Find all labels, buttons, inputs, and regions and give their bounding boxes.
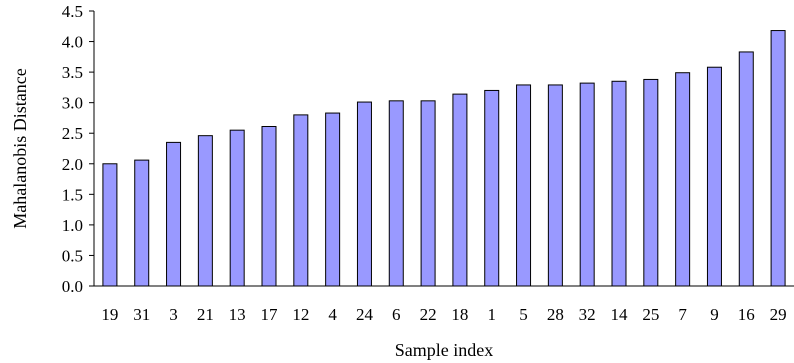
x-tick-label: 22 — [420, 305, 437, 324]
x-tick-label: 13 — [229, 305, 246, 324]
y-axis-title: Mahalanobis Distance — [10, 68, 30, 228]
y-tick-label: 3.0 — [62, 94, 83, 113]
y-tick-label: 3.5 — [62, 63, 83, 82]
x-tick-label: 24 — [356, 305, 374, 324]
x-tick-label: 32 — [579, 305, 596, 324]
bar-sample-12 — [293, 114, 309, 287]
x-axis-ticks: 19 31 3 21 13 17 12 4 24 6 22 18 1 5 28 32 14 25 7 9 16 29 — [101, 305, 786, 324]
x-axis-title: Sample index — [395, 340, 493, 360]
x-tick-label: 29 — [770, 305, 787, 324]
x-tick-label: 9 — [710, 305, 719, 324]
bar-sample-25 — [643, 78, 659, 287]
y-tick-label: 2.0 — [62, 155, 83, 174]
bar-sample-28 — [547, 84, 563, 287]
bar-sample-22 — [420, 100, 436, 287]
bar-sample-29 — [770, 30, 786, 287]
x-tick-label: 3 — [169, 305, 178, 324]
x-tick-label: 7 — [678, 305, 687, 324]
bar-sample-9 — [706, 66, 722, 287]
x-tick-label: 4 — [328, 305, 337, 324]
bars — [102, 30, 786, 287]
bar-sample-3 — [166, 141, 182, 287]
y-tick-label: 4.0 — [62, 33, 83, 52]
bar-sample-5 — [516, 84, 532, 287]
bar-sample-16 — [738, 51, 754, 287]
bar-sample-19 — [102, 163, 118, 287]
x-tick-label: 31 — [133, 305, 150, 324]
y-axis-ticks: 0.0 0.5 1.0 1.5 2.0 2.5 3.0 3.5 4.0 4.5 — [62, 2, 94, 296]
x-tick-label: 12 — [292, 305, 309, 324]
bar-sample-17 — [261, 126, 277, 287]
bar-sample-7 — [675, 72, 691, 287]
x-tick-label: 5 — [519, 305, 528, 324]
x-tick-label: 1 — [487, 305, 496, 324]
x-tick-label: 6 — [392, 305, 401, 324]
x-tick-label: 17 — [261, 305, 279, 324]
bar-sample-31 — [134, 159, 150, 287]
x-tick-label: 21 — [197, 305, 214, 324]
x-tick-label: 16 — [738, 305, 755, 324]
x-tick-label: 28 — [547, 305, 564, 324]
bar-sample-14 — [611, 80, 627, 287]
bar-sample-32 — [579, 82, 595, 287]
y-tick-label: 2.5 — [62, 124, 83, 143]
bar-sample-6 — [388, 100, 404, 287]
x-tick-label: 14 — [611, 305, 629, 324]
y-tick-label: 1.0 — [62, 216, 83, 235]
x-tick-label: 25 — [642, 305, 659, 324]
bar-sample-13 — [229, 129, 245, 287]
y-tick-label: 0.0 — [62, 277, 83, 296]
y-tick-label: 0.5 — [62, 246, 83, 265]
bar-sample-24 — [356, 101, 372, 287]
y-tick-label: 1.5 — [62, 185, 83, 204]
bar-sample-21 — [197, 135, 213, 287]
x-tick-label: 19 — [101, 305, 118, 324]
bar-sample-4 — [325, 112, 341, 287]
x-tick-label: 18 — [451, 305, 468, 324]
y-tick-label: 4.5 — [62, 2, 83, 21]
bar-sample-1 — [484, 89, 500, 287]
bar-sample-18 — [452, 93, 468, 287]
